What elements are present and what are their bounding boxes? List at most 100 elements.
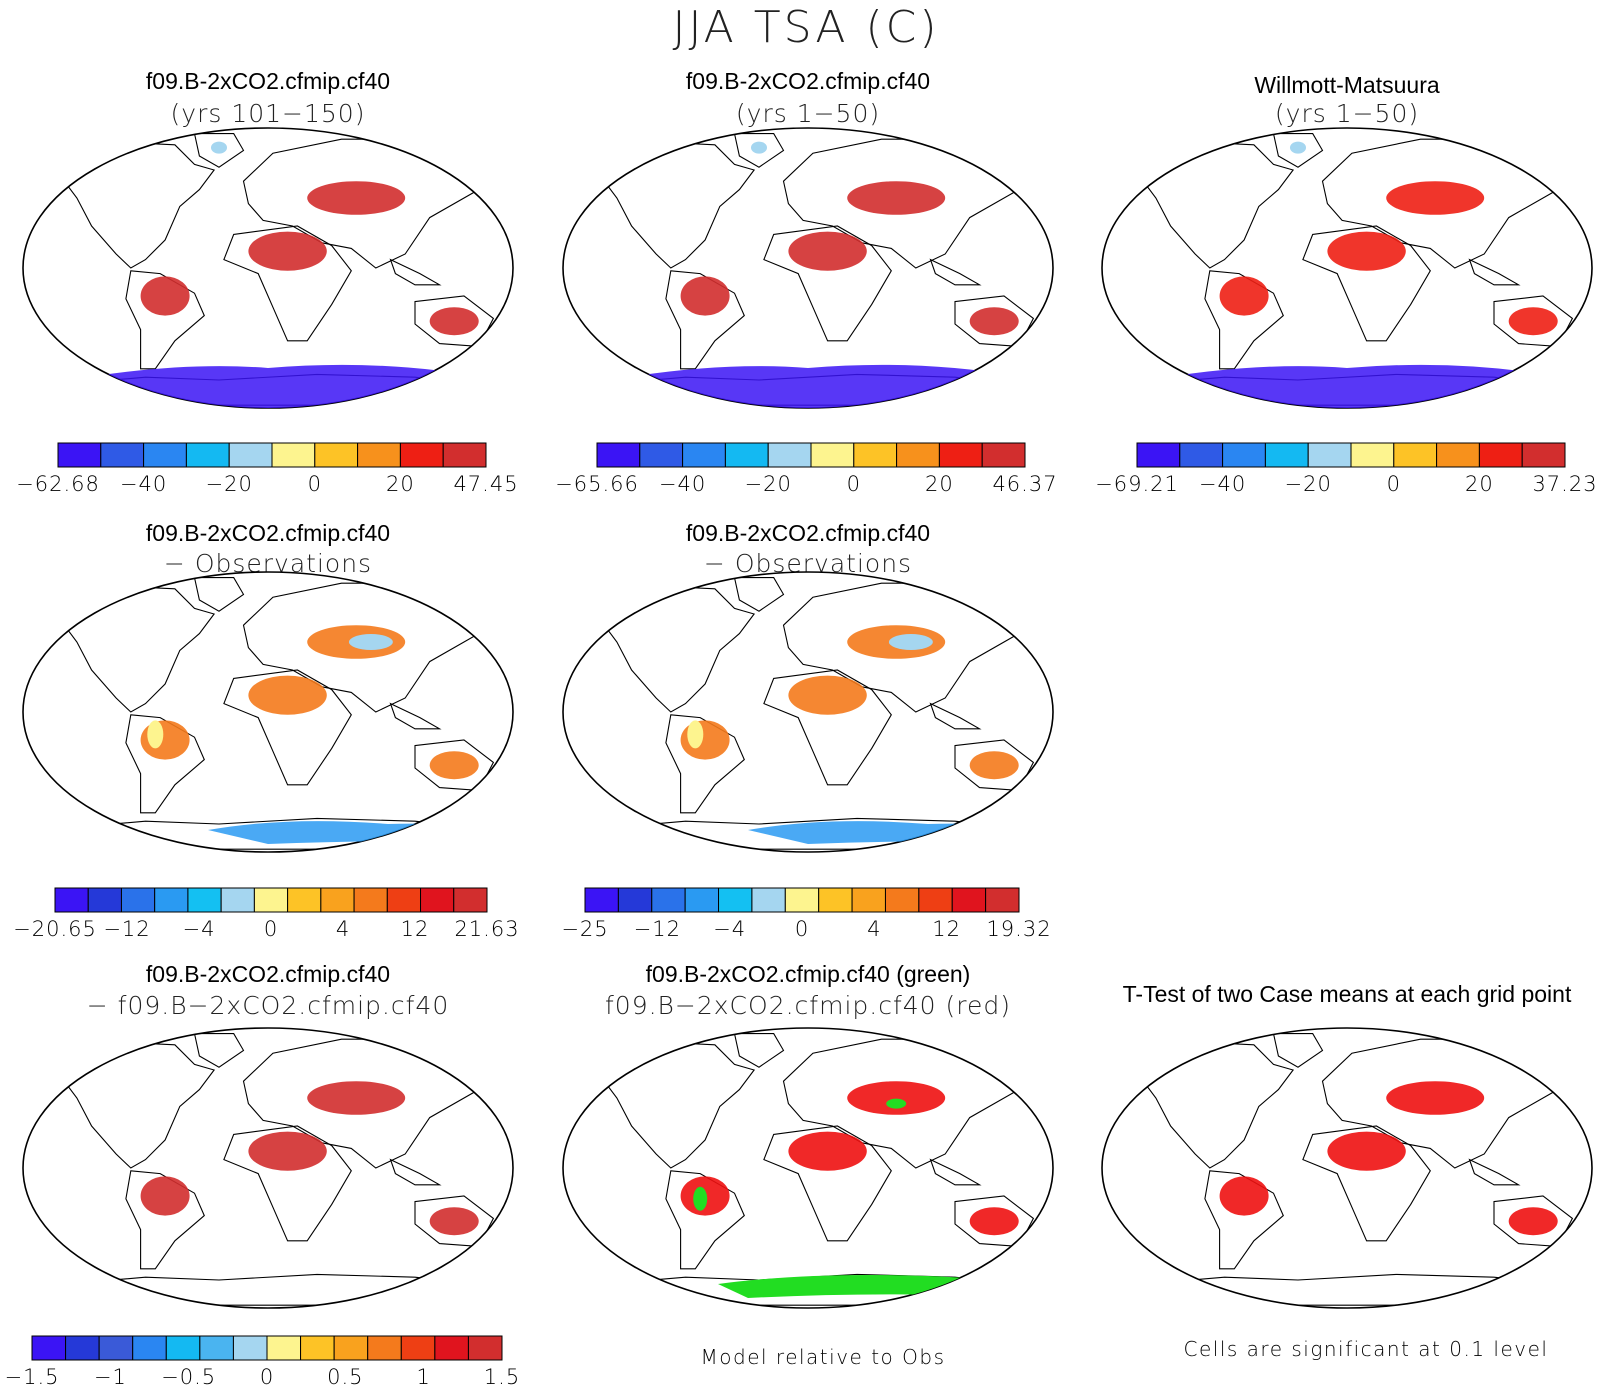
field-core bbox=[847, 181, 946, 215]
land-namerica bbox=[51, 141, 216, 269]
panel-grid: f09.B-2xCO2.cfmip.cf40 (yrs 101−150) −62.6… bbox=[5, 68, 1597, 1385]
panel-subtitle: (yrs 1−50) bbox=[736, 99, 880, 128]
field-core bbox=[788, 675, 867, 715]
colorbar-cell bbox=[1264, 442, 1309, 468]
map-panel: f09.B-2xCO2.cfmip.cf40 (green) f09.B−2xCO… bbox=[562, 961, 1054, 1309]
colorbar-cell bbox=[386, 887, 422, 913]
colorbar-cell bbox=[228, 442, 273, 468]
andes-anomaly bbox=[147, 720, 164, 749]
colorbar-tick-label: −12 bbox=[634, 917, 681, 941]
colorbar-cell bbox=[617, 887, 653, 913]
map-panel: f09.B-2xCO2.cfmip.cf40 − f09.B−2xCO2.cfmi… bbox=[5, 961, 520, 1385]
colorbar-cell bbox=[357, 442, 401, 468]
colorbar-cell bbox=[287, 887, 322, 913]
field-core bbox=[140, 1176, 190, 1216]
colorbar-cell bbox=[132, 1335, 167, 1361]
colorbar-cell bbox=[98, 1335, 134, 1361]
colorbar-cell bbox=[1307, 442, 1352, 468]
land-africa bbox=[763, 225, 892, 342]
colorbar-cell bbox=[185, 442, 230, 468]
field-core bbox=[140, 276, 190, 316]
field-core bbox=[1386, 1081, 1485, 1115]
land-africa bbox=[1302, 225, 1431, 342]
field-core bbox=[1386, 181, 1485, 215]
colorbar-tick-label: −65.66 bbox=[555, 472, 639, 496]
namerica-white bbox=[1167, 1076, 1184, 1087]
colorbar: −20.65 −12 −4 0 4 12 21.63 bbox=[13, 887, 519, 941]
greenland-ice bbox=[211, 141, 227, 154]
map-panel: Willmott-Matsuura(yrs 1−50) −69.21 −40 −20 0… bbox=[1095, 72, 1597, 496]
colorbar-tick-label: 0 bbox=[264, 917, 278, 941]
field-core bbox=[788, 1131, 867, 1171]
colorbar-tick-label: 37.23 bbox=[1532, 472, 1597, 496]
colorbar-cell bbox=[818, 887, 853, 913]
colorbar-tick-label: 4 bbox=[336, 917, 350, 941]
colorbar-tick-label: −20 bbox=[1285, 472, 1332, 496]
field-core bbox=[1327, 1131, 1406, 1171]
colorbar-cell bbox=[320, 887, 355, 913]
colorbar-tick-label: −20.65 bbox=[13, 917, 97, 941]
colorbar-cell bbox=[951, 887, 987, 913]
land-layer bbox=[47, 1033, 495, 1306]
colorbar-cell bbox=[199, 1335, 234, 1361]
colorbar-cell bbox=[300, 1335, 335, 1361]
panel-title: f09.B-2xCO2.cfmip.cf40 (green) bbox=[646, 961, 971, 987]
colorbar-cell bbox=[266, 1335, 302, 1361]
colorbar-cell bbox=[1136, 442, 1181, 468]
tibet-anomaly bbox=[348, 634, 393, 650]
field-core bbox=[1219, 276, 1269, 316]
field-core bbox=[429, 1207, 479, 1236]
field-core bbox=[140, 720, 190, 760]
field-core bbox=[1219, 1176, 1269, 1216]
panel-title: f09.B-2xCO2.cfmip.cf40 bbox=[686, 520, 930, 546]
colorbar-cell bbox=[724, 442, 769, 468]
land-namerica bbox=[591, 1041, 756, 1169]
field-core bbox=[788, 231, 867, 271]
colorbar-tick-label: 12 bbox=[401, 917, 430, 941]
map-panel: f09.B-2xCO2.cfmip.cf40 (yrs 1−50) −65.66 −4… bbox=[555, 68, 1056, 496]
significance-note: Cells are significant at 0.1 level bbox=[1184, 1337, 1549, 1361]
colorbar-cell bbox=[333, 1335, 369, 1361]
colorbar-cell bbox=[884, 887, 920, 913]
colorbar-tick-label: −20 bbox=[745, 472, 792, 496]
land-namerica bbox=[591, 585, 756, 713]
colorbar-cell bbox=[400, 1335, 436, 1361]
land-seasia bbox=[1468, 258, 1521, 286]
land-africa bbox=[1302, 1125, 1431, 1242]
land-seasia bbox=[929, 702, 982, 730]
land-seasia bbox=[389, 702, 442, 730]
tibet-anomaly bbox=[888, 634, 933, 650]
land-namerica bbox=[1130, 141, 1295, 269]
colorbar-cell bbox=[1350, 442, 1395, 468]
colorbar-cell bbox=[651, 887, 686, 913]
colorbar-cell bbox=[314, 442, 359, 468]
colorbar-tick-label: −0.5 bbox=[161, 1365, 216, 1385]
colorbar-cell bbox=[467, 1335, 503, 1361]
map-panel: f09.B-2xCO2.cfmip.cf40 (yrs 101−150) −62.6… bbox=[16, 68, 517, 496]
colorbar-tick-label: 20 bbox=[386, 472, 415, 496]
land-seasia bbox=[929, 258, 982, 286]
colorbar-cell bbox=[442, 442, 487, 468]
colorbar-cell bbox=[57, 442, 102, 468]
colorbar-cell bbox=[767, 442, 812, 468]
colorbar-cell bbox=[751, 887, 786, 913]
colorbar-cell bbox=[120, 887, 156, 913]
land-seasia bbox=[389, 1158, 442, 1186]
colorbar-cell bbox=[271, 442, 316, 468]
land-africa bbox=[223, 225, 352, 342]
globe-map bbox=[22, 1027, 514, 1309]
field-core bbox=[248, 231, 327, 271]
colorbar-cell bbox=[65, 1335, 100, 1361]
panel-subtitle: − f09.B−2xCO2.cfmip.cf40 bbox=[87, 991, 449, 1020]
colorbar-tick-label: 1.5 bbox=[484, 1365, 520, 1385]
namerica-white bbox=[628, 1076, 645, 1087]
land-greenland bbox=[733, 133, 785, 168]
map-panel: f09.B-2xCO2.cfmip.cf40− Observations−20.… bbox=[13, 520, 519, 941]
colorbar-cell bbox=[253, 887, 289, 913]
field-core bbox=[969, 1207, 1019, 1236]
map-panel: f09.B-2xCO2.cfmip.cf40− Observations−25−… bbox=[561, 520, 1054, 941]
colorbar-cell bbox=[682, 442, 726, 468]
greenland-ice bbox=[751, 141, 767, 154]
colorbar-cell bbox=[851, 887, 886, 913]
field-core bbox=[1508, 307, 1558, 336]
